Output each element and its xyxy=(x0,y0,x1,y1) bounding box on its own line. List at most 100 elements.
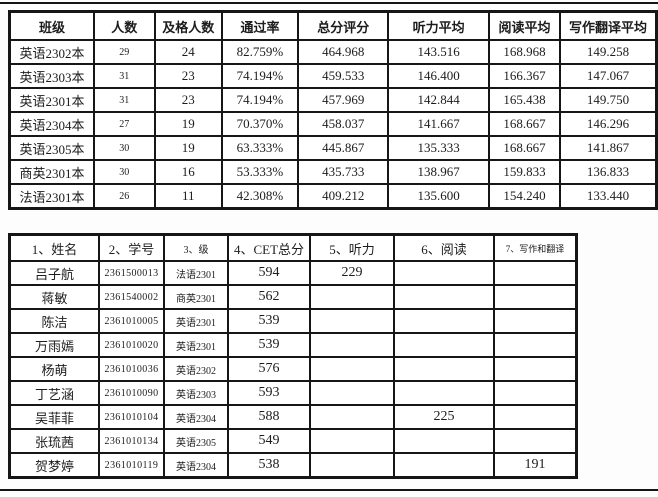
table-cell: 2361010005 xyxy=(98,308,165,334)
table-row: 法语2301本 26 11 42.308% 409.212 135.600 154.240 1… xyxy=(8,183,658,210)
table-row: 丁艺涵 2361010090 英语2303 593 xyxy=(8,380,578,406)
column-header: 班级 xyxy=(8,10,95,41)
column-header: 7、写作和翻译 xyxy=(493,233,578,262)
column-header: 通过率 xyxy=(220,10,300,41)
table-cell: 英语2301 xyxy=(163,332,229,358)
table-cell xyxy=(309,284,395,310)
student-score-table: 1、姓名 2、学号 3、级 4、CET总分 5、听力 6、阅读 7、写作和翻译 吕子航 2361… xyxy=(8,233,578,479)
table-cell: 225 xyxy=(393,404,495,430)
table-cell: 135.600 xyxy=(387,183,490,210)
column-header: 总分评分 xyxy=(296,10,390,41)
table-cell: 135.333 xyxy=(387,135,490,161)
table-cell xyxy=(493,404,578,430)
table-cell: 法语2301本 xyxy=(8,183,95,210)
table-row: 杨萌 2361010036 英语2302 576 xyxy=(8,356,578,382)
table-row: 吕子航 2361500013 法语2301 594 229 xyxy=(8,260,578,286)
table-cell xyxy=(309,356,395,382)
table-cell: 154.240 xyxy=(487,183,561,210)
page-bottom-rule xyxy=(0,489,658,491)
table-cell: 445.867 xyxy=(296,135,390,161)
table-cell: 杨萌 xyxy=(8,356,100,382)
table-cell: 蒋敏 xyxy=(8,284,100,310)
table-cell: 英语2304本 xyxy=(8,111,95,137)
table-cell: 2361010119 xyxy=(98,452,165,479)
column-header: 写作翻译平均 xyxy=(558,10,658,41)
table-cell: 27 xyxy=(92,111,156,137)
table-cell xyxy=(493,380,578,406)
table-cell: 168.667 xyxy=(487,111,561,137)
table-row: 吴菲菲 2361010104 英语2304 588 225 xyxy=(8,404,578,430)
table-cell: 英语2305 xyxy=(163,428,229,454)
table-cell: 2361010104 xyxy=(98,404,165,430)
table-cell xyxy=(493,332,578,358)
table-row: 英语2305本 30 19 63.333% 445.867 135.333 168.667 1… xyxy=(8,135,658,161)
table-cell: 464.968 xyxy=(296,39,390,65)
table-cell: 英语2305本 xyxy=(8,135,95,161)
column-header: 1、姓名 xyxy=(8,233,100,262)
table-row: 英语2301本 31 23 74.194% 457.969 142.844 165.438 1… xyxy=(8,87,658,113)
table-cell: 23 xyxy=(153,87,223,113)
table-cell: 商英2301 xyxy=(163,284,229,310)
table-cell: 165.438 xyxy=(487,87,561,113)
table-cell: 丁艺涵 xyxy=(8,380,100,406)
table-cell: 141.867 xyxy=(558,135,658,161)
table-cell: 2361540002 xyxy=(98,284,165,310)
table-cell: 539 xyxy=(227,332,311,358)
table-cell: 149.750 xyxy=(558,87,658,113)
table-row: 英语2302本 29 24 82.759% 464.968 143.516 168.968 1… xyxy=(8,39,658,65)
table-cell: 147.067 xyxy=(558,63,658,89)
column-header: 2、学号 xyxy=(98,233,165,262)
table-row: 英语2303本 31 23 74.194% 459.533 146.400 166.367 1… xyxy=(8,63,658,89)
table-cell: 562 xyxy=(227,284,311,310)
table-cell: 30 xyxy=(92,159,156,185)
table-row: 蒋敏 2361540002 商英2301 562 xyxy=(8,284,578,310)
table-cell xyxy=(309,332,395,358)
table-cell: 576 xyxy=(227,356,311,382)
table-row: 张琉茜 2361010134 英语2305 549 xyxy=(8,428,578,454)
table-cell: 168.968 xyxy=(487,39,561,65)
table-cell: 191 xyxy=(493,452,578,479)
table-cell xyxy=(393,452,495,479)
table-row: 英语2304本 27 19 70.370% 458.037 141.667 168.667 1… xyxy=(8,111,658,137)
table-row: 万雨嫣 2361010020 英语2301 539 xyxy=(8,332,578,358)
table-cell: 30 xyxy=(92,135,156,161)
table-cell: 42.308% xyxy=(220,183,300,210)
table-cell: 168.667 xyxy=(487,135,561,161)
table-cell: 2361010020 xyxy=(98,332,165,358)
table-cell: 贺梦婷 xyxy=(8,452,100,479)
table-cell: 82.759% xyxy=(220,39,300,65)
table-cell: 16 xyxy=(153,159,223,185)
table-cell: 2361010090 xyxy=(98,380,165,406)
table-cell: 457.969 xyxy=(296,87,390,113)
table-cell: 138.967 xyxy=(387,159,490,185)
table-cell: 英语2304 xyxy=(163,404,229,430)
table-cell xyxy=(393,308,495,334)
column-header: 3、级 xyxy=(163,233,229,262)
column-header: 阅读平均 xyxy=(487,10,561,41)
table-cell: 146.400 xyxy=(387,63,490,89)
table-cell: 万雨嫣 xyxy=(8,332,100,358)
table-cell: 31 xyxy=(92,63,156,89)
table-cell: 英语2301 xyxy=(163,308,229,334)
table-cell: 588 xyxy=(227,404,311,430)
table-cell: 英语2303 xyxy=(163,380,229,406)
page-top-rule xyxy=(0,2,658,4)
column-header: 听力平均 xyxy=(387,10,490,41)
table-cell: 张琉茜 xyxy=(8,428,100,454)
table-cell: 74.194% xyxy=(220,63,300,89)
table-cell: 141.667 xyxy=(387,111,490,137)
table-cell: 133.440 xyxy=(558,183,658,210)
table-cell: 70.370% xyxy=(220,111,300,137)
column-header: 及格人数 xyxy=(153,10,223,41)
table-cell xyxy=(309,308,395,334)
table-cell: 陈洁 xyxy=(8,308,100,334)
table-cell: 166.367 xyxy=(487,63,561,89)
table-cell: 74.194% xyxy=(220,87,300,113)
table-cell: 538 xyxy=(227,452,311,479)
table-cell: 商英2301本 xyxy=(8,159,95,185)
table-cell xyxy=(493,356,578,382)
table-cell xyxy=(309,380,395,406)
table-row: 商英2301本 30 16 53.333% 435.733 138.967 159.833 1… xyxy=(8,159,658,185)
header-row: 班级 人数 及格人数 通过率 总分评分 听力平均 阅读平均 写作翻译平均 xyxy=(8,10,658,41)
